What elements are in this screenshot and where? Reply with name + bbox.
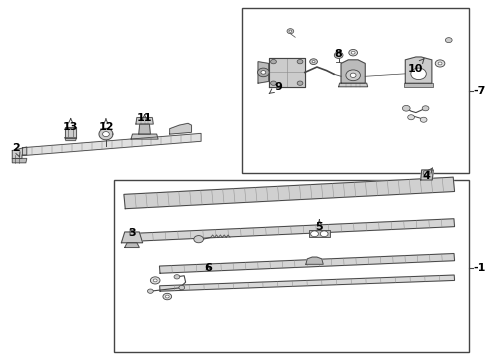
Polygon shape <box>140 219 454 241</box>
Circle shape <box>422 170 429 175</box>
Circle shape <box>437 62 441 65</box>
Polygon shape <box>305 257 323 264</box>
Polygon shape <box>124 243 139 247</box>
Polygon shape <box>268 58 304 87</box>
Polygon shape <box>420 170 432 180</box>
Text: 3: 3 <box>128 228 136 238</box>
Bar <box>114 180 468 352</box>
Circle shape <box>297 81 303 85</box>
Circle shape <box>286 29 293 34</box>
Polygon shape <box>405 57 431 83</box>
Text: 4: 4 <box>422 168 431 181</box>
Bar <box>242 8 468 173</box>
Polygon shape <box>160 275 454 291</box>
Polygon shape <box>12 158 27 163</box>
Circle shape <box>270 81 276 85</box>
Circle shape <box>261 71 265 74</box>
Bar <box>308 230 329 237</box>
Polygon shape <box>65 138 76 140</box>
Polygon shape <box>65 127 76 138</box>
Circle shape <box>102 132 109 136</box>
Circle shape <box>345 70 360 81</box>
Circle shape <box>288 30 291 32</box>
Circle shape <box>311 60 314 63</box>
Circle shape <box>297 59 303 64</box>
Polygon shape <box>123 177 454 209</box>
Circle shape <box>193 235 203 243</box>
Text: 6: 6 <box>204 263 212 273</box>
Circle shape <box>309 59 317 64</box>
Circle shape <box>434 60 444 67</box>
Polygon shape <box>22 134 201 156</box>
Polygon shape <box>159 253 454 273</box>
Polygon shape <box>12 147 27 158</box>
Text: -1: -1 <box>473 263 485 273</box>
Circle shape <box>147 289 153 293</box>
Circle shape <box>150 277 160 284</box>
Circle shape <box>349 73 355 77</box>
Circle shape <box>270 59 276 64</box>
Circle shape <box>165 295 169 298</box>
Polygon shape <box>131 134 158 139</box>
Text: 2: 2 <box>12 143 20 157</box>
Polygon shape <box>136 118 153 124</box>
Circle shape <box>310 231 318 237</box>
Text: 9: 9 <box>269 82 282 94</box>
Circle shape <box>402 105 409 111</box>
Text: 13: 13 <box>63 118 78 132</box>
Circle shape <box>410 68 426 80</box>
Circle shape <box>320 231 327 237</box>
Circle shape <box>257 68 268 77</box>
Polygon shape <box>258 62 268 83</box>
Circle shape <box>419 117 426 122</box>
Text: 12: 12 <box>98 119 114 132</box>
Circle shape <box>350 51 354 54</box>
Text: 11: 11 <box>137 113 152 123</box>
Text: -7: -7 <box>473 86 485 96</box>
Text: 8: 8 <box>334 49 342 59</box>
Polygon shape <box>139 124 150 134</box>
Polygon shape <box>338 83 367 87</box>
Circle shape <box>421 106 428 111</box>
Circle shape <box>153 279 157 282</box>
Text: 5: 5 <box>315 220 323 232</box>
Polygon shape <box>169 123 191 134</box>
Bar <box>404 83 432 87</box>
Circle shape <box>348 49 357 56</box>
Circle shape <box>445 38 451 42</box>
Text: 10: 10 <box>407 59 423 74</box>
Circle shape <box>407 115 414 120</box>
Circle shape <box>163 293 171 300</box>
Circle shape <box>334 52 342 58</box>
Polygon shape <box>121 232 142 243</box>
Polygon shape <box>341 60 365 83</box>
Circle shape <box>174 275 180 279</box>
Circle shape <box>179 285 184 290</box>
Polygon shape <box>99 129 113 140</box>
